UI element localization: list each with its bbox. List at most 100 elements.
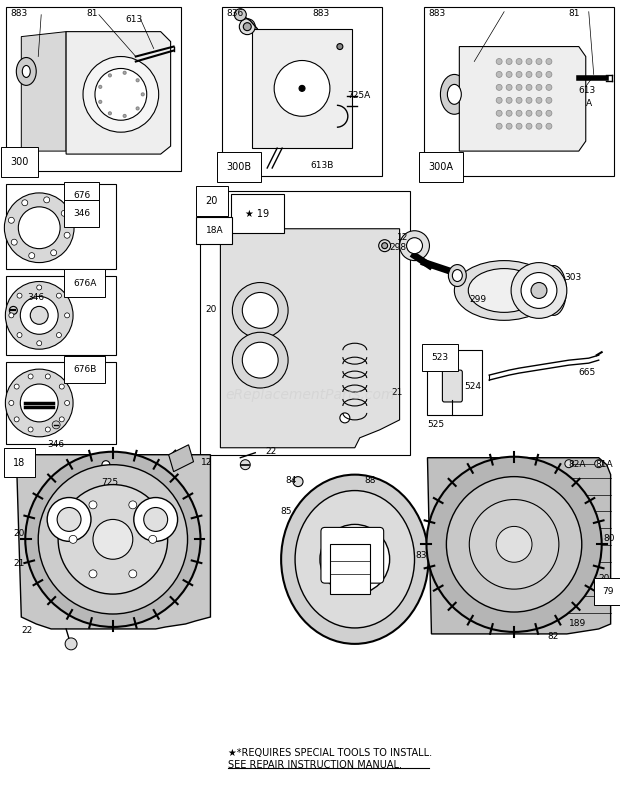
Text: 883: 883	[11, 9, 28, 17]
Circle shape	[511, 263, 567, 318]
Circle shape	[17, 333, 22, 338]
Text: 524: 524	[464, 382, 481, 391]
Circle shape	[29, 252, 35, 259]
Circle shape	[536, 72, 542, 77]
Circle shape	[61, 211, 67, 216]
Circle shape	[28, 427, 33, 432]
Text: 18A: 18A	[205, 226, 223, 235]
Circle shape	[242, 293, 278, 328]
Circle shape	[496, 72, 502, 77]
FancyBboxPatch shape	[321, 527, 384, 583]
Circle shape	[496, 123, 502, 129]
Text: 21: 21	[14, 559, 25, 568]
Circle shape	[320, 525, 389, 594]
Text: 613: 613	[126, 15, 143, 24]
Circle shape	[565, 460, 573, 468]
Circle shape	[14, 417, 19, 422]
Ellipse shape	[295, 491, 415, 628]
Circle shape	[337, 43, 343, 50]
Bar	[200, 191, 410, 454]
Circle shape	[496, 97, 502, 103]
Circle shape	[546, 72, 552, 77]
Text: 836: 836	[226, 9, 244, 17]
Ellipse shape	[453, 270, 463, 282]
Circle shape	[274, 61, 330, 116]
Circle shape	[22, 200, 28, 206]
Circle shape	[595, 460, 603, 468]
Circle shape	[64, 401, 69, 406]
Circle shape	[506, 58, 512, 65]
Circle shape	[134, 498, 177, 541]
Circle shape	[526, 58, 532, 65]
Circle shape	[506, 72, 512, 77]
Text: 81: 81	[86, 9, 97, 17]
Text: 82: 82	[547, 632, 558, 641]
Bar	[6, 184, 116, 268]
Circle shape	[506, 123, 512, 129]
Circle shape	[241, 460, 250, 469]
Circle shape	[516, 123, 522, 129]
Circle shape	[43, 197, 50, 203]
Circle shape	[516, 97, 522, 103]
Text: 883: 883	[312, 9, 329, 17]
Circle shape	[17, 294, 22, 298]
Text: 725: 725	[101, 477, 118, 487]
Circle shape	[99, 100, 102, 103]
Circle shape	[546, 84, 552, 91]
Text: 189: 189	[569, 619, 586, 628]
Text: ★*REQUIRES SPECIAL TOOLS TO INSTALL.: ★*REQUIRES SPECIAL TOOLS TO INSTALL.	[228, 749, 433, 758]
Circle shape	[108, 112, 112, 115]
Circle shape	[427, 457, 601, 632]
Text: A: A	[586, 99, 592, 108]
Circle shape	[496, 526, 532, 563]
Text: 300: 300	[11, 157, 29, 167]
Ellipse shape	[19, 207, 60, 249]
Text: 525: 525	[427, 420, 445, 429]
Text: 298: 298	[389, 243, 407, 252]
Circle shape	[242, 342, 278, 378]
Polygon shape	[66, 32, 171, 154]
Circle shape	[9, 306, 17, 314]
Bar	[252, 28, 352, 148]
Circle shape	[400, 230, 430, 260]
Circle shape	[379, 240, 391, 252]
Text: 20: 20	[205, 196, 218, 206]
Text: 725A: 725A	[347, 92, 370, 100]
Polygon shape	[16, 454, 210, 629]
Text: 12: 12	[200, 458, 212, 467]
Circle shape	[64, 313, 69, 318]
Circle shape	[496, 110, 502, 116]
Text: 303: 303	[564, 272, 581, 282]
Circle shape	[243, 23, 251, 31]
Circle shape	[526, 72, 532, 77]
Polygon shape	[169, 445, 193, 472]
Circle shape	[469, 499, 559, 589]
Circle shape	[14, 384, 19, 389]
Circle shape	[9, 313, 14, 318]
Text: 80: 80	[604, 534, 615, 544]
Circle shape	[65, 638, 77, 650]
Circle shape	[382, 243, 388, 249]
Circle shape	[136, 79, 139, 82]
Ellipse shape	[448, 264, 466, 286]
Text: 83: 83	[415, 552, 427, 560]
Circle shape	[123, 71, 126, 74]
Bar	[6, 275, 116, 355]
Circle shape	[516, 58, 522, 65]
Polygon shape	[459, 47, 586, 151]
Circle shape	[25, 452, 200, 627]
Circle shape	[516, 110, 522, 116]
Ellipse shape	[20, 297, 58, 335]
Text: eReplacementParts.com: eReplacementParts.com	[225, 387, 395, 402]
Polygon shape	[220, 229, 400, 448]
Ellipse shape	[281, 475, 428, 644]
Circle shape	[531, 282, 547, 298]
Ellipse shape	[30, 306, 48, 324]
Text: 346: 346	[73, 209, 90, 218]
Circle shape	[129, 501, 137, 509]
Circle shape	[496, 58, 502, 65]
Bar	[6, 362, 116, 443]
Text: 20: 20	[599, 574, 610, 583]
Text: 523: 523	[432, 353, 449, 362]
Circle shape	[239, 19, 255, 35]
